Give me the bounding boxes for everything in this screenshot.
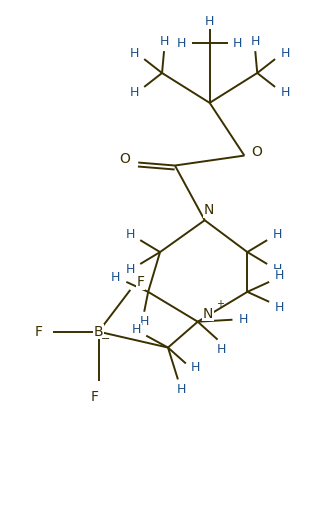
Text: H: H (272, 228, 282, 241)
Text: H: H (217, 343, 226, 356)
Text: H: H (177, 37, 186, 50)
Text: B: B (94, 325, 103, 339)
Text: +: + (216, 299, 223, 309)
Text: H: H (239, 313, 248, 326)
Text: H: H (205, 15, 214, 28)
Text: H: H (126, 228, 135, 241)
Text: H: H (272, 263, 282, 277)
Text: H: H (132, 323, 141, 336)
Text: N: N (203, 307, 213, 321)
Text: H: H (130, 86, 139, 100)
Text: H: H (111, 271, 120, 285)
Text: O: O (119, 152, 130, 165)
Text: H: H (191, 361, 201, 374)
Text: −: − (101, 333, 110, 343)
Text: H: H (275, 301, 284, 314)
Text: N: N (204, 204, 214, 217)
Text: H: H (130, 47, 139, 59)
Text: H: H (275, 269, 284, 282)
Text: O: O (251, 145, 262, 158)
Text: H: H (280, 86, 290, 100)
Text: H: H (233, 37, 242, 50)
Text: F: F (136, 275, 144, 289)
Text: H: H (126, 263, 135, 277)
Text: H: H (251, 34, 260, 48)
Text: F: F (35, 325, 43, 339)
Text: H: H (159, 34, 169, 48)
Text: H: H (280, 47, 290, 59)
Text: F: F (91, 390, 98, 404)
Text: H: H (177, 383, 186, 396)
Text: H: H (139, 315, 149, 328)
